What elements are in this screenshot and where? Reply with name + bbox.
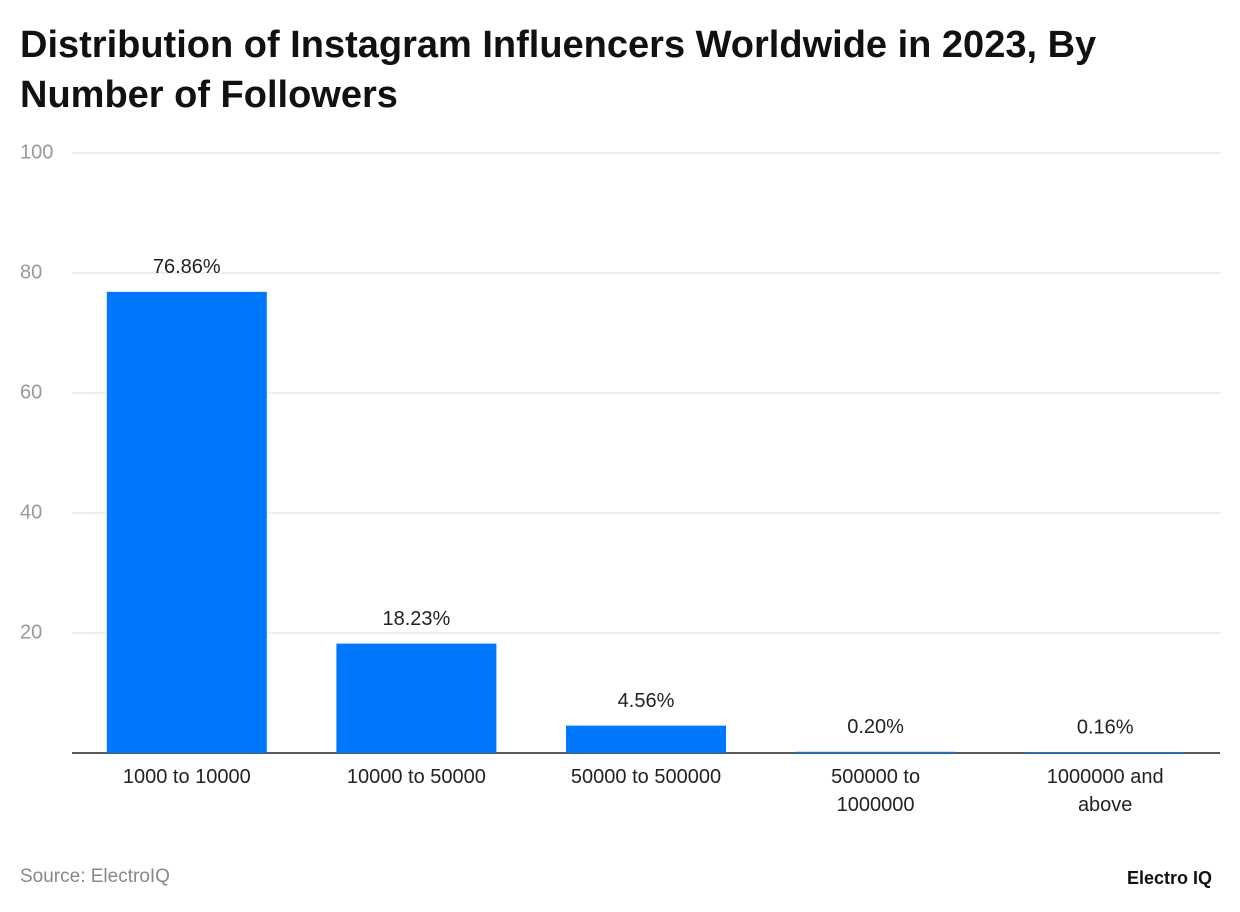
x-tick-label: 50000 to 500000 <box>570 766 722 788</box>
x-tick-label: 500000 to 1000000 <box>831 766 921 816</box>
logo: Electro IQ <box>1126 868 1212 888</box>
value-label: 0.20% <box>847 716 904 738</box>
value-label: 76.86% <box>153 256 221 278</box>
x-tick-label: 1000000 and above <box>1046 766 1164 816</box>
x-tick-label: 1000 to 10000 <box>122 766 251 788</box>
value-label: 18.23% <box>382 608 450 630</box>
value-label: 4.56% <box>618 690 675 712</box>
value-label: 0.16% <box>1077 716 1134 738</box>
y-tick-label: 60 <box>20 381 42 403</box>
y-tick-label: 100 <box>20 141 53 163</box>
source: Source: ElectroIQ <box>20 866 170 887</box>
bar <box>106 291 267 753</box>
y-tick-label: 40 <box>20 501 42 523</box>
bar <box>566 725 726 753</box>
bar <box>1025 752 1186 753</box>
bar <box>336 643 497 753</box>
chart-title: Distribution of Instagram Influencers Wo… <box>20 24 1097 116</box>
bar <box>795 751 956 753</box>
y-tick-label: 20 <box>20 621 42 643</box>
x-tick-label: 10000 to 50000 <box>346 766 486 788</box>
y-tick-label: 80 <box>20 261 42 283</box>
